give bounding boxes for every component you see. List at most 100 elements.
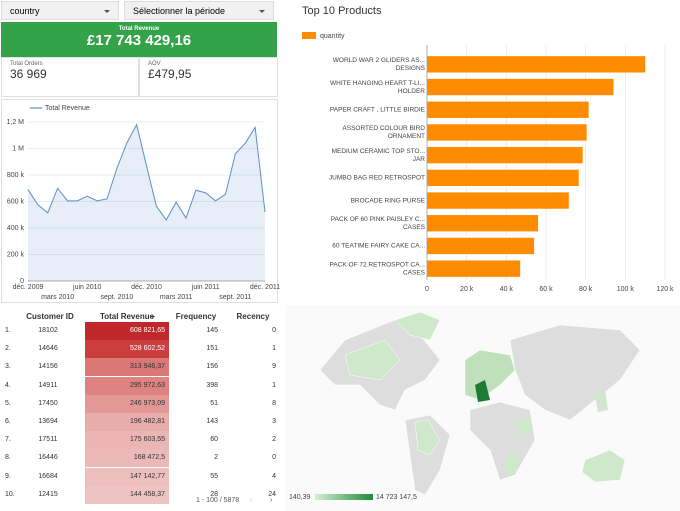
x-tick-label: 0 [425,286,429,293]
x-tick-label: juin 2010 [72,284,102,291]
table-cell: 8 [272,399,276,407]
row-number: 10. [5,490,15,498]
table-cell: 24 [268,490,276,498]
x-tick-label: mars 2011 [160,294,193,301]
y-tick-label: CASES [403,224,426,231]
x-tick-label: déc. 2011 [250,284,280,291]
line-area [28,124,265,282]
pagination: 1 - 100 / 5878 [196,497,240,504]
x-tick-label: sept. 2010 [101,294,134,301]
country-filter[interactable]: country [1,1,119,20]
table-cell: 156 [206,363,218,371]
bar [427,192,569,209]
table-cell: 246 973,09 [85,394,169,413]
asia [509,324,641,421]
row-number: 8. [5,454,11,462]
table-cell: 0 [272,327,276,334]
x-tick-label: 120 k [656,286,674,293]
y-tick-label: 200 k [7,251,25,258]
x-tick-label: mars 2010 [41,294,74,301]
table-cell: 17450 [38,399,58,407]
y-tick-label: WHITE HANGING HEART T-LI... [330,80,425,87]
aov-label: AOV [148,61,161,67]
legend-swatch [302,32,316,39]
map-legend-bar [315,494,373,500]
table-cell: 2 [272,436,276,444]
y-tick-label: BROCADE RING PURSE [351,197,426,204]
table-cell: 143 [206,418,218,425]
orders-value: 36 969 [10,67,47,81]
table-cell: 55 [210,472,218,480]
y-tick-label: 600 k [7,198,25,205]
brazil [414,419,441,456]
table-cell: 295 972,63 [85,376,169,395]
x-tick-label: déc. 2009 [13,284,44,291]
y-tick-label: PAPER CRAFT , LITTLE BIRDIE [330,106,426,113]
africa [469,401,536,481]
page-prev: ‹ [250,497,253,504]
y-tick-label: 1 M [12,145,24,152]
y-tick-label: DESIGNS [396,65,426,72]
table-cell: 1 [272,381,276,389]
orders-label: Total Orders [10,61,43,67]
table-cell: 28 [210,490,218,498]
column-header: Customer ID [26,312,74,321]
row-number: 1. [5,327,11,334]
table-cell: 151 [206,345,218,353]
table-cell: 398 [206,381,218,389]
row-number: 3. [5,363,11,371]
table-cell: 14911 [38,381,58,389]
table-cell: 1 [272,345,276,353]
europe [464,349,516,401]
table-cell: 17511 [38,436,58,444]
y-tick-label: CASES [403,269,426,276]
south-africa [505,452,520,475]
bar [427,56,646,73]
table-cell: 18102 [38,327,58,334]
column-header: Frequency [175,312,217,321]
y-tick-label: PACK OF 72 RETROSPOT CA... [330,261,426,268]
line-series [27,123,266,221]
y-tick-label: HOLDER [398,88,425,95]
line-card [1,99,278,303]
greenland [394,311,441,341]
table-cell: 13694 [38,418,58,425]
x-tick-label: sept. 2011 [219,294,251,301]
uk [475,380,490,402]
y-tick-label: PACK OF 60 PINK PAISLEY C... [331,216,425,223]
y-tick-label: MEDIUM CERAMIC TOP STO... [332,148,426,155]
canada-us [344,339,401,381]
table-cell: 0 [272,454,276,462]
table-cell: 14156 [38,363,58,371]
page-next[interactable]: › [270,497,273,504]
table-cell: 608 821,65 [85,322,169,340]
map-legend-min: 140,39 [289,494,311,501]
table-cell: 3 [272,418,276,425]
table-cell: 16446 [38,454,58,462]
table-cell: 51 [210,399,218,407]
table-cell: 147 142,77 [85,467,169,486]
customer-table: Customer ID Total Revenue Frequency Recency… [0,308,285,511]
bar [427,124,587,141]
bar [427,215,539,232]
table-cell: 14646 [38,345,58,353]
bar [427,169,579,187]
table-cell: 528 602,52 [85,340,169,359]
table-cell: 196 482,81 [85,413,169,431]
sort-indicator[interactable] [151,316,155,320]
bar [427,78,614,96]
x-tick-label: 80 k [579,286,593,293]
y-tick-label: ASSORTED COLOUR BIRD [342,125,425,132]
period-filter[interactable]: Sélectionner la période [124,1,274,20]
y-tick-label: JUMBO BAG RED RETROSPOT [329,175,425,182]
orders-card: Total Orders 36 969 [1,57,139,97]
table-cell: 2 [214,454,218,462]
map-legend-max: 14 723 147,5 [376,494,417,501]
y-tick-label: 60 TEATIME FAIRY CAKE CA... [332,243,425,250]
x-tick-label: déc. 2010 [131,284,162,291]
x-tick-label: 100 k [617,286,635,293]
table-cell: 60 [210,436,218,444]
table-cell: 12415 [38,490,58,498]
